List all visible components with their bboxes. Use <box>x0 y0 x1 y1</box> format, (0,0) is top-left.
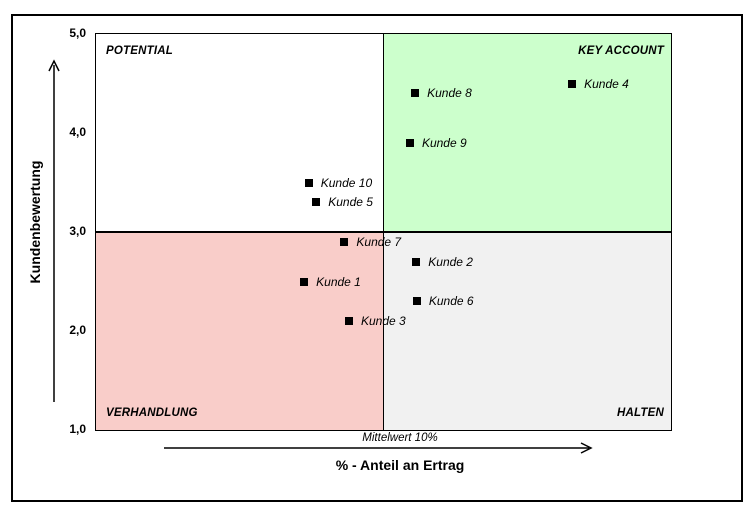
data-point-label: Kunde 5 <box>328 195 373 210</box>
data-point-label: Kunde 9 <box>421 135 467 150</box>
data-point-marker <box>405 138 414 147</box>
quadrant-label-verhandlung: VERHANDLUNG <box>106 407 198 419</box>
rating-horizontal-divider <box>96 231 671 233</box>
data-point-marker <box>340 237 349 246</box>
x-axis-arrow <box>164 442 593 454</box>
data-point-marker <box>300 277 309 286</box>
y-axis-title: Kundenbewertung <box>27 160 43 284</box>
data-point-marker <box>312 198 321 207</box>
quadrant-top-right <box>383 34 671 232</box>
y-tick-label: 4,0 <box>69 125 86 139</box>
data-point-label: Kunde 4 <box>584 76 629 91</box>
y-tick-label: 5,0 <box>69 26 86 40</box>
y-axis-arrow <box>48 59 60 402</box>
quadrant-label-potential: POTENTIAL <box>106 45 173 57</box>
data-point-marker <box>412 297 421 306</box>
quadrant-bottom-right <box>383 232 671 430</box>
data-point-marker <box>411 89 420 98</box>
mean-annotation: Mittelwert 10% <box>362 432 438 444</box>
data-point-label: Kunde 2 <box>428 254 473 269</box>
quadrant-bottom-left <box>96 232 384 430</box>
data-point-label: Kunde 7 <box>356 234 402 249</box>
quadrant-label-key-account: KEY ACCOUNT <box>578 45 664 57</box>
y-tick-label: 2,0 <box>69 323 86 337</box>
y-tick-label: 3,0 <box>69 224 86 238</box>
data-point-marker <box>304 178 313 187</box>
y-tick-label: 1,0 <box>69 422 86 436</box>
data-point-label: Kunde 6 <box>428 294 474 309</box>
plot-area: POTENTIAL KEY ACCOUNT VERHANDLUNG HALTEN… <box>95 33 672 431</box>
x-axis-title: % - Anteil an Ertrag <box>335 457 465 473</box>
quadrant-label-halten: HALTEN <box>617 407 664 419</box>
data-point-label: Kunde 10 <box>320 175 373 190</box>
data-point-label: Kunde 1 <box>316 274 361 289</box>
data-point-marker <box>568 79 577 88</box>
data-point-label: Kunde 8 <box>427 86 472 101</box>
data-point-label: Kunde 3 <box>361 314 406 329</box>
quadrant-top-left <box>96 34 384 232</box>
data-point-marker <box>412 257 421 266</box>
data-point-marker <box>345 317 353 326</box>
